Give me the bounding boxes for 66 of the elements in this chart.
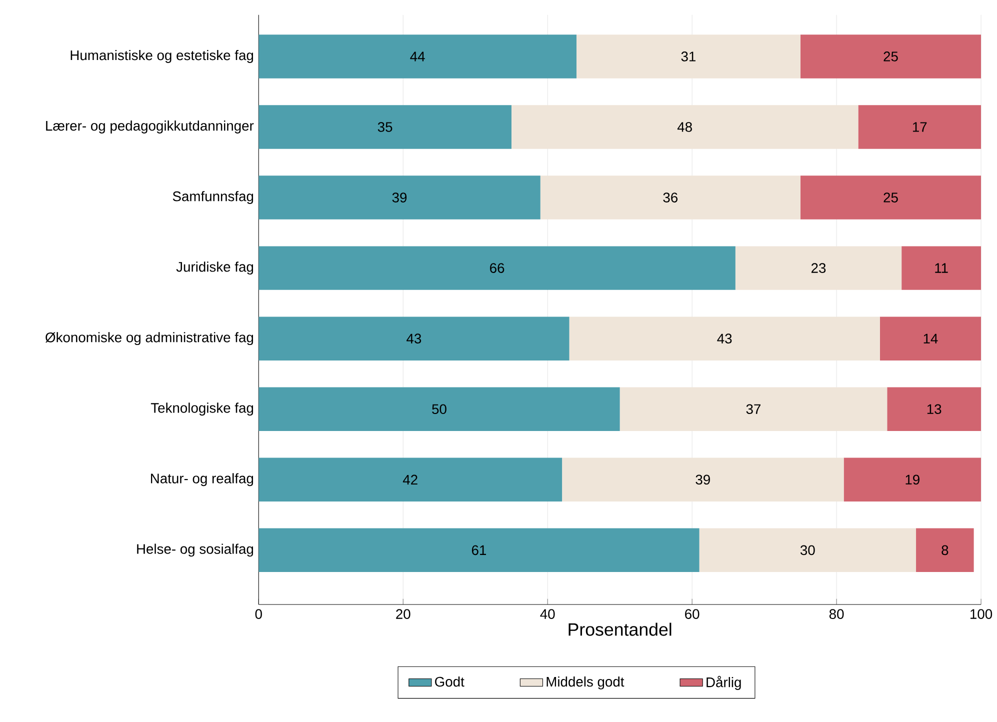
data-label: 61 <box>472 545 486 555</box>
data-label: 42 <box>402 474 418 484</box>
data-label: 39 <box>696 474 710 484</box>
data-label: 35 <box>378 122 392 132</box>
bar <box>562 458 844 502</box>
x-tick-label: 60 <box>685 608 700 619</box>
y-tick-label: Helse- og sosialfag <box>137 544 254 556</box>
bar <box>902 246 982 290</box>
x-tick-label: 20 <box>396 608 410 619</box>
legend-label: Middels godt <box>546 676 624 690</box>
bar <box>258 528 700 572</box>
bar <box>858 104 982 149</box>
data-label: 36 <box>663 192 678 202</box>
x-tick-label: 100 <box>970 608 992 619</box>
bar <box>844 458 982 502</box>
x-tick-label: 80 <box>829 608 844 619</box>
data-label: 23 <box>811 262 826 273</box>
data-label: 17 <box>912 122 927 132</box>
bar <box>258 34 576 78</box>
y-tick-label: Økonomiske og administrative fag <box>45 332 254 345</box>
y-tick-label: Lærer- og pedagogikkutdanninger <box>46 120 254 134</box>
bar <box>800 34 982 78</box>
bar <box>880 316 982 360</box>
bar <box>258 458 562 502</box>
legend-label: Godt <box>435 676 464 686</box>
bar <box>258 316 570 360</box>
data-label: 43 <box>406 333 422 344</box>
data-label: 11 <box>935 263 948 273</box>
data-label: 39 <box>392 192 407 202</box>
bar <box>258 387 620 431</box>
bar <box>699 528 916 572</box>
data-label: 14 <box>924 334 938 344</box>
y-tick-label: Natur- og realfag <box>151 472 254 486</box>
bar <box>540 175 800 220</box>
bar <box>258 175 540 220</box>
bar <box>258 104 512 149</box>
bar <box>511 104 858 149</box>
data-label: 66 <box>490 262 504 273</box>
x-tick-label: 0 <box>255 608 262 619</box>
bar <box>620 387 888 431</box>
bar <box>887 387 982 431</box>
data-label: 44 <box>410 52 425 62</box>
bar <box>569 316 880 360</box>
data-label: 43 <box>717 333 732 344</box>
data-label: 48 <box>677 122 692 132</box>
data-label: 31 <box>681 51 696 62</box>
data-label: 50 <box>432 404 446 414</box>
bar <box>735 246 902 290</box>
y-tick-label: Teknologiske fag <box>150 402 254 416</box>
bar <box>576 34 800 78</box>
data-label: 19 <box>906 474 920 484</box>
y-tick-label: Humanistiske og estetiske fag <box>70 50 254 63</box>
data-label: 30 <box>800 545 815 555</box>
data-label: 37 <box>746 404 760 414</box>
data-label: 25 <box>884 51 898 62</box>
y-tick-label: Juridiske fag <box>176 261 254 274</box>
data-label: 25 <box>884 192 898 202</box>
x-tick-label: 40 <box>540 608 555 619</box>
data-label: 13 <box>927 404 942 414</box>
x-axis-title: Prosentandel <box>568 622 672 636</box>
y-tick-label: Samfunnsfag <box>172 190 254 204</box>
bar <box>258 246 736 290</box>
bar <box>800 175 982 220</box>
bar <box>916 528 974 572</box>
data-label: 8 <box>942 545 948 555</box>
legend-label: Dårlig <box>706 676 741 690</box>
